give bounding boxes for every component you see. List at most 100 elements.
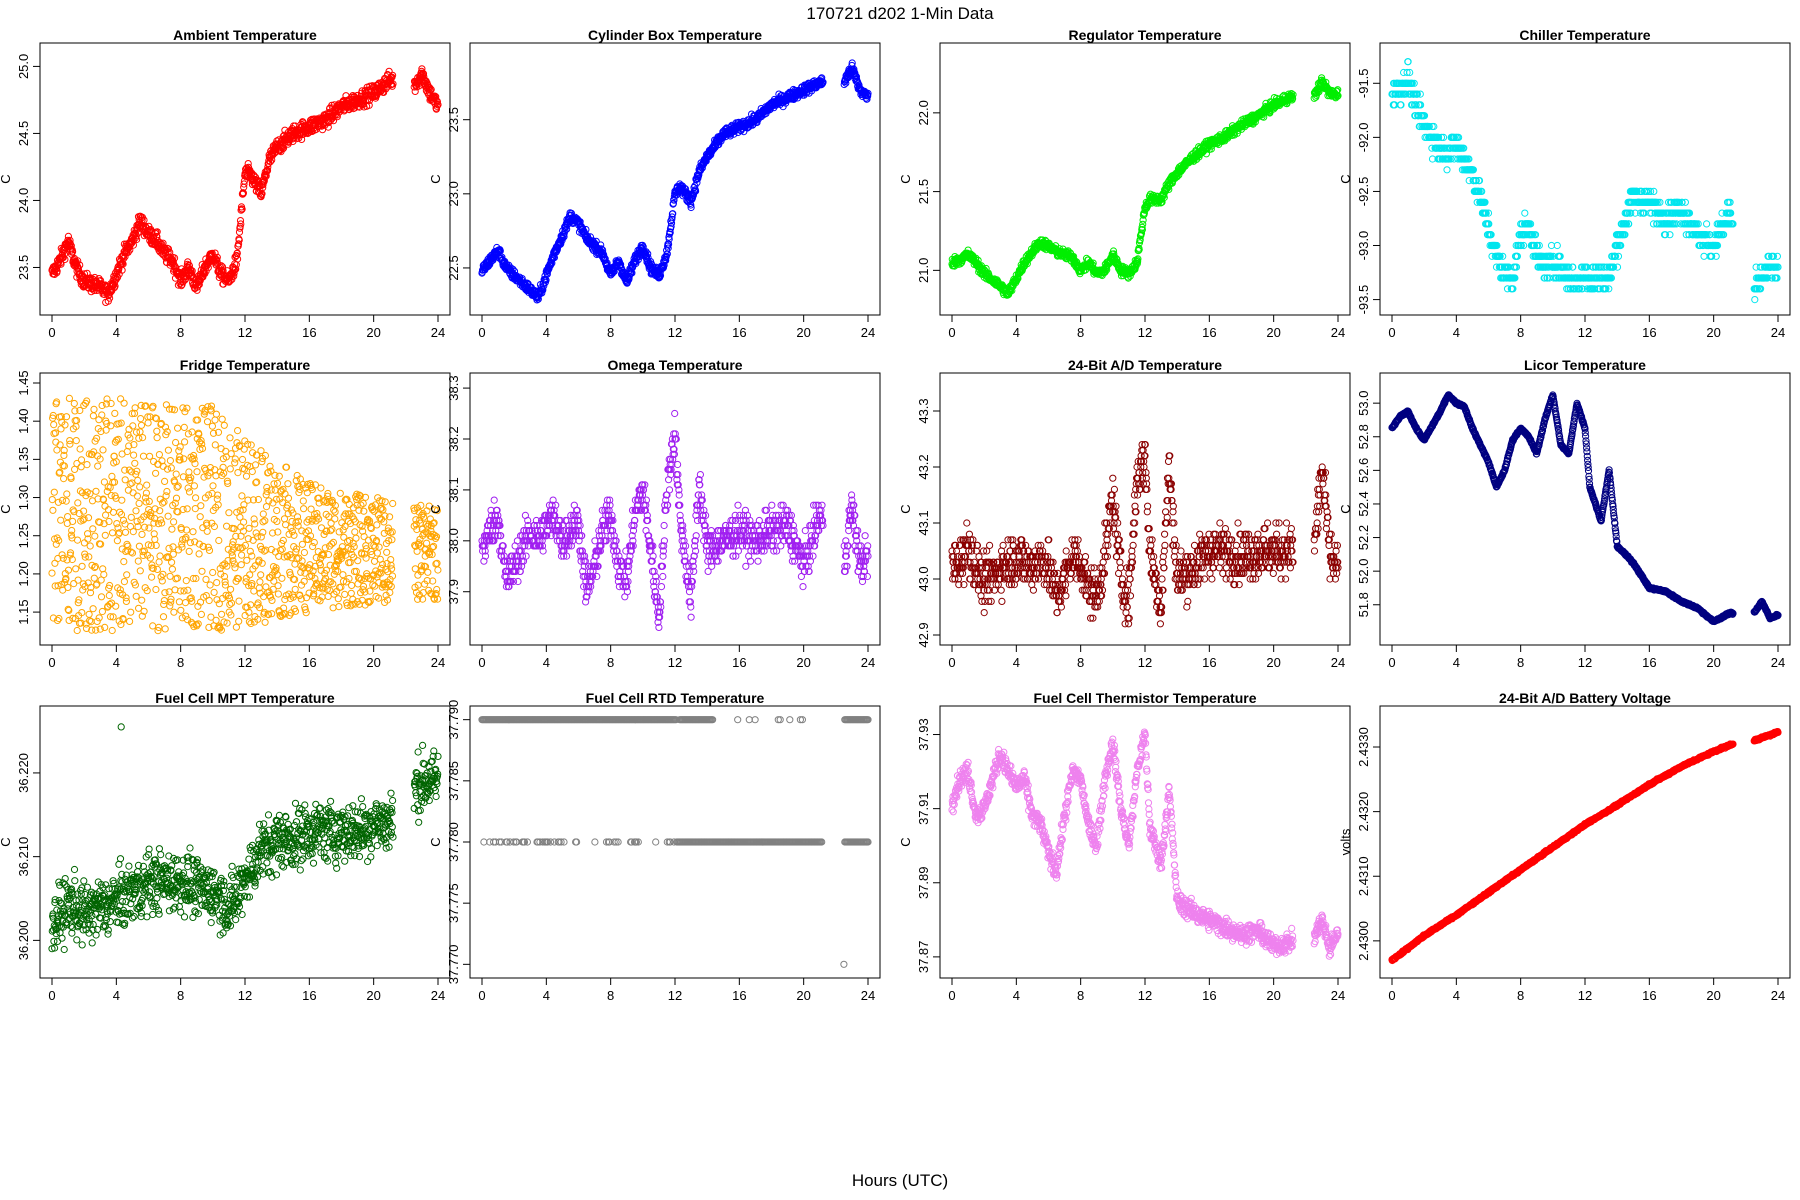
data-point xyxy=(127,513,135,521)
data-point xyxy=(133,492,141,500)
data-point xyxy=(120,558,128,566)
x-tick-label: 0 xyxy=(478,325,485,340)
data-point xyxy=(257,190,265,199)
data-point xyxy=(365,101,373,109)
x-tick-label: 24 xyxy=(1771,325,1785,340)
data-point xyxy=(164,245,172,253)
data-point xyxy=(98,411,106,419)
data-point xyxy=(117,395,125,403)
data-point xyxy=(89,525,97,533)
data-point xyxy=(90,574,98,582)
data-point xyxy=(121,528,130,536)
x-tick-label: 12 xyxy=(1578,325,1592,340)
data-point xyxy=(49,506,57,514)
panel-title: Regulator Temperature xyxy=(1069,27,1222,43)
figure-xlabel: Hours (UTC) xyxy=(852,1171,948,1190)
data-point xyxy=(232,265,240,273)
data-point xyxy=(133,235,141,244)
y-tick-label: 1.20 xyxy=(16,561,31,586)
data-point xyxy=(419,70,428,78)
y-tick-label: -92.5 xyxy=(1356,177,1371,207)
data-point xyxy=(153,233,161,241)
data-point xyxy=(64,513,72,521)
data-point xyxy=(50,421,58,429)
data-point xyxy=(73,536,82,544)
data-point xyxy=(329,113,337,121)
data-point xyxy=(263,167,272,175)
data-point xyxy=(234,255,242,263)
data-point xyxy=(129,489,137,497)
data-point xyxy=(76,445,84,453)
data-point xyxy=(73,626,81,635)
y-axis-label: C xyxy=(0,174,13,183)
data-points xyxy=(948,74,1342,299)
data-point xyxy=(236,217,245,225)
x-tick-label: 8 xyxy=(177,325,184,340)
y-tick-label: -92.0 xyxy=(1356,123,1371,153)
data-point xyxy=(86,542,94,550)
data-point xyxy=(84,514,93,522)
x-tick-label: 24 xyxy=(1331,325,1345,340)
data-point xyxy=(483,263,492,271)
data-point xyxy=(80,270,89,278)
data-point xyxy=(57,516,65,524)
data-point xyxy=(101,531,109,539)
data-point xyxy=(433,98,441,106)
y-axis-label: C xyxy=(0,504,13,513)
data-point xyxy=(235,240,243,248)
data-point xyxy=(124,486,132,494)
x-tick-label: 20 xyxy=(796,325,810,340)
data-point xyxy=(91,273,99,282)
data-point xyxy=(63,490,71,498)
data-point xyxy=(101,502,109,510)
data-point xyxy=(108,529,117,537)
data-point xyxy=(94,462,102,470)
data-point xyxy=(65,616,73,625)
data-point xyxy=(195,281,203,289)
x-tick-label: 8 xyxy=(1517,325,1524,340)
data-point xyxy=(85,610,93,618)
data-point xyxy=(122,597,131,606)
figure-title: 170721 d202 1-Min Data xyxy=(806,4,994,23)
data-point xyxy=(113,520,121,528)
data-point xyxy=(70,580,78,588)
data-point xyxy=(177,282,185,290)
x-tick-label: 0 xyxy=(1388,325,1395,340)
x-tick-label: 24 xyxy=(431,325,445,340)
y-tick-label: -93.0 xyxy=(1356,231,1371,261)
data-point xyxy=(304,129,312,138)
y-tick-label: -93.5 xyxy=(1356,285,1371,315)
data-point xyxy=(60,475,68,483)
data-point xyxy=(135,499,143,507)
data-point xyxy=(77,456,86,464)
data-point xyxy=(159,239,167,247)
data-point xyxy=(61,255,69,263)
y-tick-label: 23.0 xyxy=(446,181,461,206)
y-tick-label: 1.15 xyxy=(16,599,31,624)
data-point xyxy=(50,488,58,496)
data-point xyxy=(324,123,332,131)
data-point xyxy=(130,451,138,459)
data-points xyxy=(1388,58,1782,304)
x-tick-label: 16 xyxy=(1202,325,1216,340)
data-point xyxy=(389,71,397,79)
data-point xyxy=(129,422,137,430)
x-tick-label: 16 xyxy=(302,655,316,670)
x-tick-label: 20 xyxy=(1266,325,1280,340)
data-point xyxy=(62,497,70,505)
data-point xyxy=(74,499,82,507)
y-tick-label: 1.30 xyxy=(16,485,31,510)
data-point xyxy=(427,85,435,94)
data-point xyxy=(107,399,115,408)
data-point xyxy=(112,602,120,610)
data-point xyxy=(108,626,116,635)
data-point xyxy=(426,86,434,94)
data-point xyxy=(235,236,243,244)
data-point xyxy=(113,537,122,545)
data-point xyxy=(105,591,113,600)
x-tick-label: 20 xyxy=(366,655,380,670)
